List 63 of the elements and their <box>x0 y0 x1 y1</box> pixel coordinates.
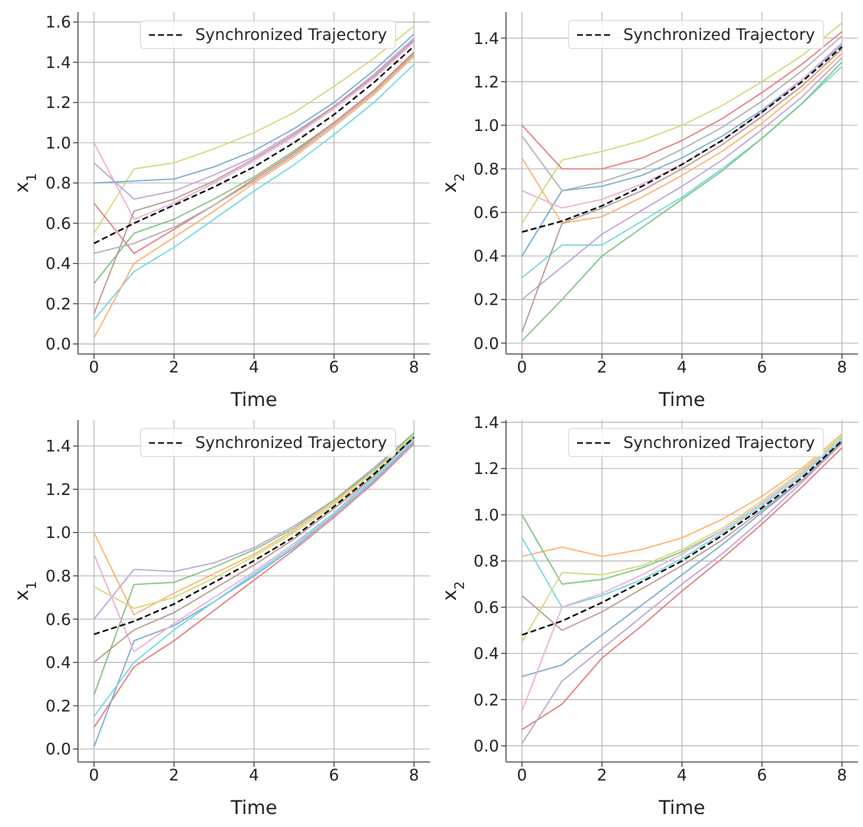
x-tick-label: 0 <box>88 357 100 376</box>
y-tick-label: 0.6 <box>46 214 71 233</box>
y-tick-label: 0.6 <box>474 598 499 617</box>
y-tick-label: 1.2 <box>46 480 71 499</box>
y-tick-label: 0.8 <box>474 160 499 179</box>
x-tick-label: 8 <box>408 765 420 784</box>
y-tick-label: 0.0 <box>46 740 71 759</box>
x-tick-label: 0 <box>88 765 100 784</box>
x-tick-label: 2 <box>596 765 608 784</box>
y-tick-label: 0.6 <box>474 203 499 222</box>
x-tick-label: 2 <box>596 357 608 376</box>
y-tick-label: 1.4 <box>474 28 499 48</box>
x-tick-label: 8 <box>408 357 420 376</box>
y-tick-label: 0.0 <box>474 334 499 353</box>
y-tick-label: 0.8 <box>46 174 71 193</box>
x-tick-label: 8 <box>836 357 848 376</box>
legend-label: Synchronized Trajectory <box>623 433 815 452</box>
x-tick-label: 6 <box>756 357 768 376</box>
legend-label: Synchronized Trajectory <box>195 25 387 44</box>
x-axis-title: Time <box>658 797 706 819</box>
legend-label: Synchronized Trajectory <box>195 433 387 452</box>
x-tick-label: 0 <box>516 765 528 784</box>
legend-label: Synchronized Trajectory <box>623 25 815 44</box>
y-tick-label: 1.0 <box>474 116 499 135</box>
y-tick-label: 0.4 <box>474 246 499 266</box>
line-series <box>521 22 843 224</box>
x-tick-label: 4 <box>676 357 688 376</box>
y-tick-label: 1.4 <box>474 412 499 432</box>
x-tick-label: 0 <box>516 357 528 376</box>
x-tick-label: 4 <box>248 765 260 784</box>
y-tick-label: 0.4 <box>474 644 499 664</box>
y-tick-label: 0.2 <box>46 294 71 314</box>
x-axis-title: Time <box>230 797 278 819</box>
x-tick-label: 6 <box>328 357 340 376</box>
y-tick-label: 1.2 <box>474 459 499 478</box>
y-tick-label: 0.4 <box>46 254 71 274</box>
y-tick-label: 0.4 <box>46 653 71 672</box>
y-tick-label: 1.2 <box>474 72 499 92</box>
y-tick-label: 0.2 <box>474 290 499 310</box>
x-tick-label: 4 <box>676 765 688 784</box>
x-tick-label: 6 <box>756 765 768 784</box>
y-tick-label: 1.0 <box>474 505 499 524</box>
x-tick-label: 2 <box>168 765 180 784</box>
line-series <box>521 433 843 557</box>
y-tick-label: 1.0 <box>46 523 71 542</box>
x-axis-title: Time <box>230 389 278 411</box>
x-tick-label: 2 <box>168 357 180 376</box>
y-tick-label: 1.4 <box>46 52 71 72</box>
x-tick-label: 4 <box>248 357 260 376</box>
y-tick-label: 0.0 <box>46 334 71 354</box>
y-tick-label: 0.8 <box>46 566 71 586</box>
x-axis-title: Time <box>658 389 706 411</box>
y-tick-label: 0.8 <box>474 552 499 571</box>
y-tick-label: 1.2 <box>46 93 71 112</box>
y-tick-label: 0.2 <box>474 690 499 710</box>
x-tick-label: 8 <box>836 765 848 784</box>
y-tick-label: 1.0 <box>46 133 71 152</box>
y-tick-label: 0.0 <box>474 736 499 756</box>
y-tick-label: 1.6 <box>46 12 71 32</box>
y-tick-label: 0.6 <box>46 610 71 629</box>
y-tick-label: 1.4 <box>46 436 71 456</box>
x-tick-label: 6 <box>328 765 340 784</box>
y-tick-label: 0.2 <box>46 696 71 716</box>
